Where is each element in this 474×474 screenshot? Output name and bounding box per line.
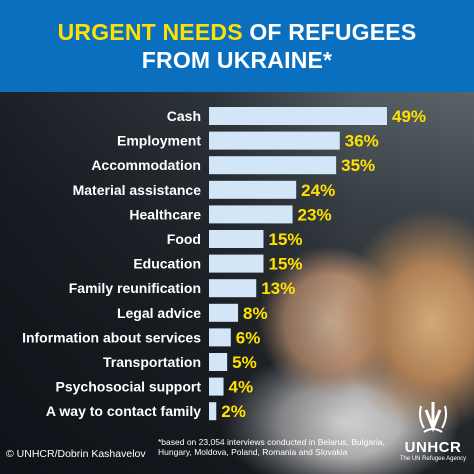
value-label: 5% (232, 353, 257, 372)
bar-chart: Cash 49% Employment 36% Accommodation 35% Mate… (22, 107, 426, 421)
title-accent: URGENT NEEDS (57, 19, 243, 45)
photo-credit: © UNHCR/Dobrin Kashavelov (6, 448, 146, 460)
logo-name: UNHCR (404, 439, 462, 456)
bar-legal-advice (209, 303, 239, 322)
value-label: 6% (236, 328, 261, 347)
category-label: Accommodation (91, 157, 201, 173)
value-label: 15% (268, 230, 302, 249)
category-label: Food (167, 231, 201, 247)
category-label: Legal advice (117, 305, 201, 321)
value-label: 15% (268, 255, 302, 274)
value-label: 24% (301, 181, 335, 200)
bar-psychosocial-support (209, 377, 224, 396)
page-title-line-2: FROM UKRAINE* (141, 47, 333, 73)
title-rest: OF REFUGEES (242, 19, 417, 45)
bar-a-way-to-contact-family (209, 402, 217, 421)
category-label: A way to contact family (46, 403, 201, 419)
unhcr-logo: UNHCR The UN Refugee Agency (398, 398, 468, 470)
value-label: 35% (341, 156, 375, 175)
bar-family-reunification (209, 279, 257, 298)
category-label: Information about services (22, 329, 201, 345)
category-label: Healthcare (129, 206, 201, 222)
category-label: Cash (167, 108, 201, 124)
category-label: Education (133, 256, 201, 272)
bar-education (209, 254, 264, 273)
category-label: Employment (117, 133, 201, 149)
value-label: 4% (229, 378, 254, 397)
category-label: Psychosocial support (56, 379, 202, 395)
unhcr-emblem-icon (419, 402, 447, 433)
bar-food (209, 230, 264, 248)
bar-cash (209, 107, 387, 125)
page-title-line-1: URGENT NEEDS OF REFUGEES (58, 18, 417, 46)
category-label: Family reunification (69, 280, 201, 296)
bar-accommodation (209, 156, 337, 175)
header-banner: URGENT NEEDS OF REFUGEES FROM UKRAINE* (0, 0, 474, 92)
bar-employment (209, 131, 340, 150)
value-label: 23% (298, 205, 332, 224)
footnote: *based on 23,054 interviews conducted in… (158, 437, 385, 457)
value-label: 13% (261, 279, 295, 298)
bar-material-assistance (209, 180, 297, 199)
category-label: Material assistance (73, 182, 202, 198)
value-label: 8% (243, 304, 268, 323)
bar-transportation (209, 353, 228, 371)
bar-information-about-services (209, 328, 231, 347)
bar-healthcare (209, 205, 293, 224)
value-label: 2% (221, 402, 246, 421)
logo-subtitle: The UN Refugee Agency (399, 456, 467, 462)
value-label: 36% (345, 132, 379, 151)
value-label: 49% (392, 107, 426, 126)
category-label: Transportation (103, 354, 201, 370)
